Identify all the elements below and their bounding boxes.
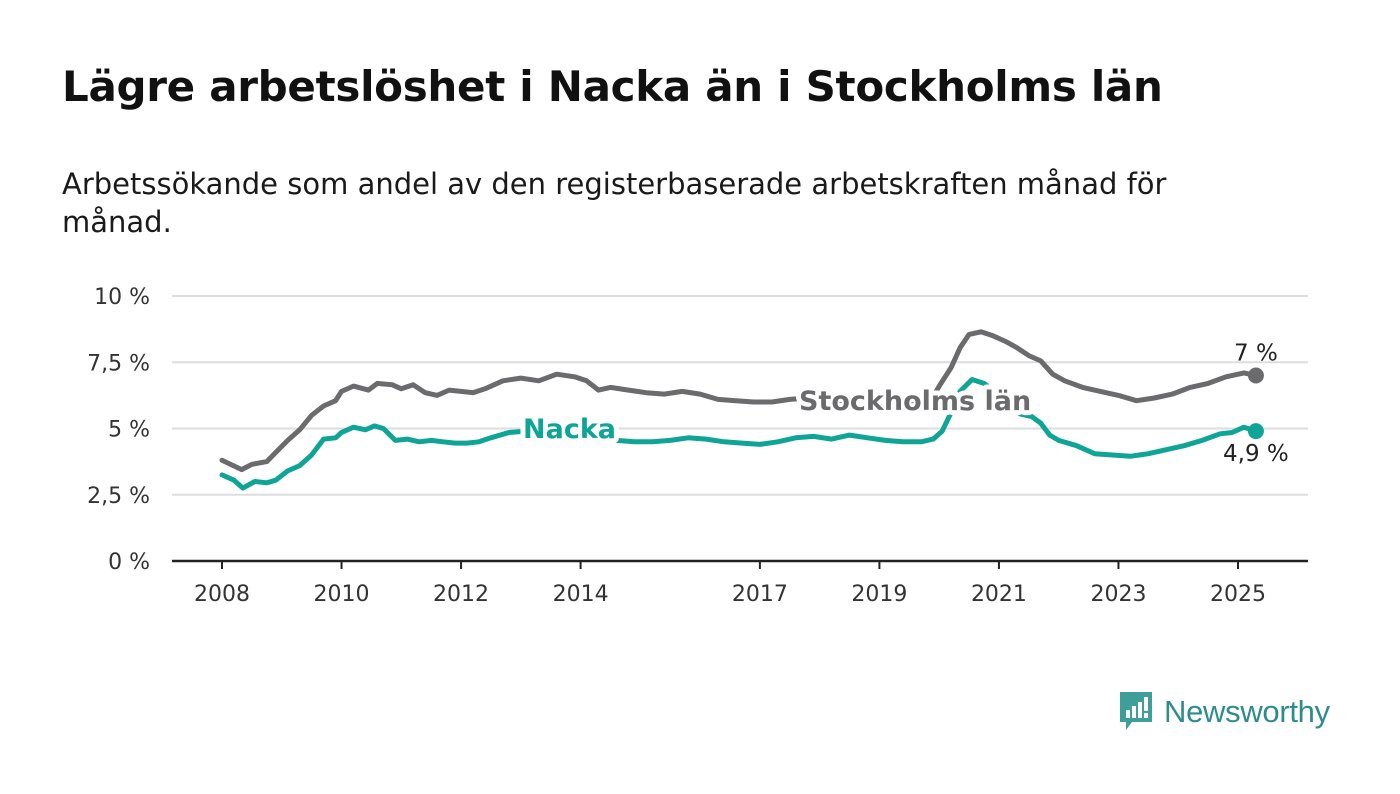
series-end-label: 4,9 %: [1223, 441, 1289, 467]
y-tick-label: 7,5 %: [87, 351, 150, 376]
y-axis-ticks: 0 % 2,5 % 5 % 7,5 % 10 %: [87, 285, 150, 575]
series-end-label: 7 %: [1234, 341, 1278, 367]
series-line-0: [219, 329, 1259, 473]
x-tick-label: 2023: [1090, 582, 1146, 607]
series-line-1: [219, 377, 1259, 491]
series-end-dot: [1247, 367, 1264, 384]
series-label: Stockholms län: [799, 386, 1031, 417]
x-axis: 2008 2010 2012 2014 2017 2019 2021 2023 2025: [172, 559, 1308, 607]
chart-title: Lägre arbetslöshet i Nacka än i Stockhol…: [62, 62, 1163, 111]
x-tick-label: 2019: [851, 582, 907, 607]
x-tick-label: 2021: [971, 582, 1027, 607]
x-tick-label: 2012: [433, 582, 489, 607]
x-tick-label: 2010: [314, 582, 370, 607]
chart-subtitle: Arbetssökande som andel av den registerb…: [62, 167, 1167, 239]
y-tick-label: 0 %: [108, 550, 150, 575]
logo-text: Newsworthy: [1164, 694, 1330, 729]
x-tick-label: 2025: [1210, 582, 1266, 607]
newsworthy-bar-chart-icon: [1120, 692, 1152, 730]
x-tick-label: 2008: [194, 582, 250, 607]
series-label: Nacka: [523, 414, 616, 445]
gridlines: [172, 295, 1308, 496]
y-tick-label: 5 %: [108, 418, 150, 443]
newsworthy-logo: Newsworthy: [1118, 690, 1330, 734]
series-end-dot: [1247, 423, 1264, 440]
x-tick-label: 2014: [553, 582, 609, 607]
series-lines: [219, 329, 1259, 491]
series-label-halo: Nacka: [523, 414, 616, 445]
x-tick-label: 2017: [732, 582, 788, 607]
series-label-halo: Stockholms län: [799, 386, 1031, 417]
y-tick-label: 2,5 %: [87, 484, 150, 509]
y-tick-label: 10 %: [94, 285, 150, 310]
